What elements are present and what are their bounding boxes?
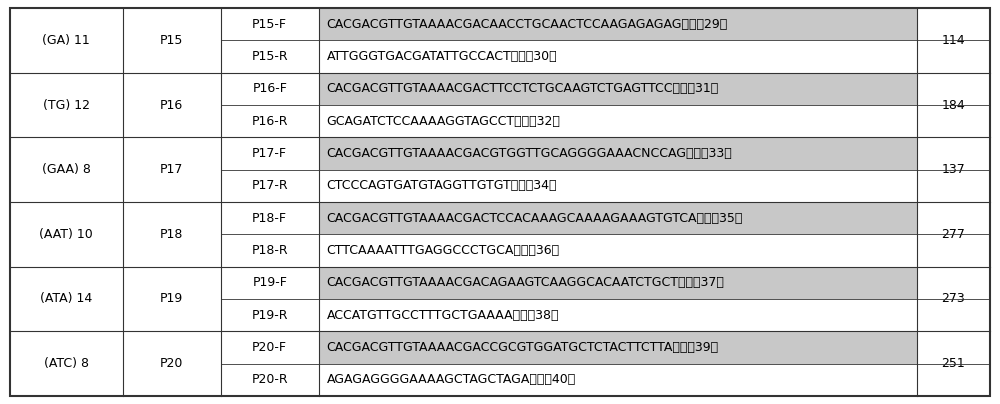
Text: P16-F: P16-F	[252, 82, 287, 95]
Text: P19-F: P19-F	[252, 276, 287, 289]
Text: (GAA) 8: (GAA) 8	[42, 163, 91, 176]
Text: P19-R: P19-R	[251, 309, 288, 322]
Text: (ATC) 8: (ATC) 8	[44, 357, 89, 370]
Text: P20: P20	[160, 357, 183, 370]
Text: 277: 277	[941, 228, 965, 241]
Text: ACCATGTTGCCTTTGCTGAAAA（序刖38）: ACCATGTTGCCTTTGCTGAAAA（序刖38）	[327, 309, 559, 322]
Text: GCAGATCTCCAAAAGGTAGCCT（序刖32）: GCAGATCTCCAAAAGGTAGCCT（序刖32）	[327, 115, 561, 128]
Text: CACGACGTTGTAAAACGACTCCACAAAGCAAAAGAAAGTGTCA（序刖35）: CACGACGTTGTAAAACGACTCCACAAAGCAAAAGAAAGTG…	[327, 212, 743, 225]
Text: P18-F: P18-F	[252, 212, 287, 225]
Text: P15-R: P15-R	[251, 50, 288, 63]
Text: P18: P18	[160, 228, 183, 241]
Text: (ATA) 14: (ATA) 14	[40, 292, 92, 305]
Text: CTCCCAGTGATGTAGGTTGTGT（序刖34）: CTCCCAGTGATGTAGGTTGTGT（序刖34）	[327, 179, 557, 192]
Text: 114: 114	[941, 34, 965, 47]
Text: CTTCAAAATTTGAGGCCCTGCA（序刖36）: CTTCAAAATTTGAGGCCCTGCA（序刖36）	[327, 244, 560, 257]
Bar	[319, 331, 916, 364]
Text: P16: P16	[160, 99, 183, 112]
Bar	[319, 267, 916, 299]
Text: P17-R: P17-R	[251, 179, 288, 192]
Text: P20-F: P20-F	[252, 341, 287, 354]
Bar	[319, 8, 916, 40]
Text: (TG) 12: (TG) 12	[43, 99, 90, 112]
Text: CACGACGTTGTAAAACGACTTCCTCTGCAAGTCTGAGTTCC（序刖31）: CACGACGTTGTAAAACGACTTCCTCTGCAAGTCTGAGTTC…	[327, 82, 719, 95]
Text: P15: P15	[160, 34, 183, 47]
Text: CACGACGTTGTAAAACGACAGAAGTCAAGGCACAATCTGCT（序刖37）: CACGACGTTGTAAAACGACAGAAGTCAAGGCACAATCTGC…	[327, 276, 725, 289]
Text: 184: 184	[941, 99, 965, 112]
Text: P16-R: P16-R	[251, 115, 288, 128]
Bar	[319, 73, 916, 105]
Bar	[319, 137, 916, 170]
Text: AGAGAGGGGAAAAGCTAGCTAGA（序刖40）: AGAGAGGGGAAAAGCTAGCTAGA（序刖40）	[327, 373, 576, 386]
Text: P20-R: P20-R	[251, 373, 288, 386]
Text: P18-R: P18-R	[251, 244, 288, 257]
Text: P17-F: P17-F	[252, 147, 287, 160]
Text: P19: P19	[160, 292, 183, 305]
Text: (GA) 11: (GA) 11	[42, 34, 90, 47]
Text: (AAT) 10: (AAT) 10	[39, 228, 93, 241]
Text: ATTGGGTGACGATATTGCCACT（序刖30）: ATTGGGTGACGATATTGCCACT（序刖30）	[327, 50, 557, 63]
Text: CACGACGTTGTAAAACGACCGCGTGGATGCTCTACTTCTTA（序刖39）: CACGACGTTGTAAAACGACCGCGTGGATGCTCTACTTCTT…	[327, 341, 719, 354]
Text: 251: 251	[941, 357, 965, 370]
Text: 273: 273	[941, 292, 965, 305]
Text: CACGACGTTGTAAAACGACGTGGTTGCAGGGGAAACNCCAG（序刖33）: CACGACGTTGTAAAACGACGTGGTTGCAGGGGAAACNCCA…	[327, 147, 732, 160]
Bar	[319, 202, 916, 234]
Text: CACGACGTTGTAAAACGACAACCTGCAACTCCAAGAGAGAG（序刖29）: CACGACGTTGTAAAACGACAACCTGCAACTCCAAGAGAGA…	[327, 18, 728, 31]
Text: P15-F: P15-F	[252, 18, 287, 31]
Text: P17: P17	[160, 163, 183, 176]
Text: 137: 137	[941, 163, 965, 176]
